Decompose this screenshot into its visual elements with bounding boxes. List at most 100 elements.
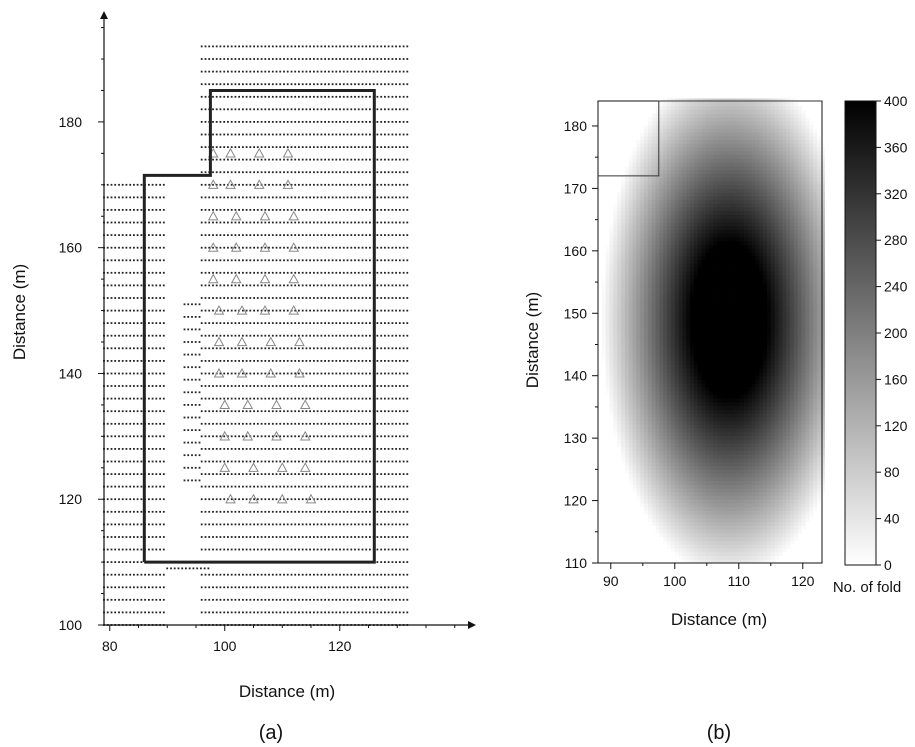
heatmap-cell [774,533,779,538]
survey-point-dot [183,391,186,394]
survey-point-dot [118,536,120,538]
survey-point-dot [253,397,255,400]
heatmap-cell [694,450,699,455]
heatmap-cell [682,439,687,444]
survey-point-dot [268,334,270,337]
survey-point-dot [238,485,240,488]
heatmap-cell [747,476,752,481]
heatmap-cell [770,484,776,489]
heatmap-cell [728,544,733,549]
heatmap-cell [755,491,760,496]
survey-point-dot [279,121,282,123]
survey-point-dot [402,309,405,312]
heatmap-cell [670,491,676,496]
heatmap-cell [755,555,760,560]
survey-point-dot [212,498,214,501]
survey-point-dot [129,410,132,413]
heatmap-cell [774,529,779,534]
survey-point-dot [279,246,282,249]
survey-point-dot [309,397,311,400]
heatmap-cell [743,548,749,553]
heatmap-cell [709,454,714,459]
heatmap-cell [743,435,749,440]
survey-point-dot [118,422,120,425]
survey-point-dot [286,95,289,98]
heatmap-cell [682,521,687,526]
heatmap-cell [759,559,764,564]
survey-point-dot [162,586,165,589]
heatmap-cell [755,443,760,448]
survey-point-dot [215,573,218,576]
survey-point-dot [159,573,161,576]
survey-point-dot [204,460,207,463]
survey-point-dot [245,259,248,262]
heatmap-cell [786,518,791,523]
survey-point-dot [406,397,409,400]
survey-point-dot [204,158,207,161]
survey-point-dot [406,146,409,148]
survey-point-dot [162,246,165,249]
survey-point-dot [268,133,270,136]
survey-point-dot [357,146,360,148]
survey-point-dot [260,83,263,86]
heatmap-cell [651,446,656,452]
survey-point-dot [313,45,315,48]
heatmap-cell [617,435,622,440]
survey-point-dot [245,397,248,400]
survey-point-dot [121,385,124,387]
heatmap-cell [632,480,637,485]
survey-point-dot [234,498,237,501]
survey-point-dot [316,385,319,387]
survey-point-dot [365,271,368,274]
heatmap-cell [674,529,680,534]
survey-point-dot [384,347,386,350]
survey-point-dot [162,334,165,337]
survey-point-dot [324,360,326,362]
survey-point-dot [384,611,386,614]
survey-point-dot [260,611,263,614]
survey-point-dot [384,108,386,111]
survey-point-dot [331,410,334,413]
heatmap-cell [724,435,729,440]
survey-point-dot [200,83,203,86]
survey-point-dot [357,234,360,236]
heatmap-cell [659,476,664,481]
survey-point-dot [395,221,397,224]
heatmap-cell [755,450,760,455]
survey-point-dot [114,448,117,450]
survey-point-dot [387,598,390,601]
heatmap-cell [743,540,749,545]
survey-point-dot [275,58,278,60]
survey-point-dot [290,586,293,589]
heatmap-cell [782,480,787,485]
survey-point-dot [294,259,297,262]
survey-point-dot [298,334,300,337]
survey-point-dot [324,45,326,48]
survey-point-dot [155,246,158,249]
heatmap-cell [809,443,814,448]
triangle-point [219,399,231,409]
heatmap-cell [621,450,626,455]
survey-point-dot [121,196,124,199]
survey-point-dot [298,448,300,450]
heatmap-cell [763,476,768,481]
survey-point-dot [354,284,356,287]
survey-point-dot [402,460,405,463]
survey-point-dot [313,83,315,86]
survey-point-dot [275,347,278,350]
heatmap-cell [651,476,656,481]
survey-point-dot [372,573,375,576]
survey-point-dot [204,108,207,111]
survey-point-dot [294,158,297,161]
survey-point-dot [155,271,158,274]
survey-point-dot [346,221,349,224]
heatmap-cell [636,439,641,444]
survey-point-dot [125,548,128,551]
survey-point-dot [320,347,323,350]
survey-point-dot [391,183,394,186]
survey-point-dot [198,391,201,394]
survey-point-dot [372,586,375,589]
survey-point-dot [204,58,207,60]
survey-point-dot [290,108,293,111]
heatmap-cell [674,435,680,440]
